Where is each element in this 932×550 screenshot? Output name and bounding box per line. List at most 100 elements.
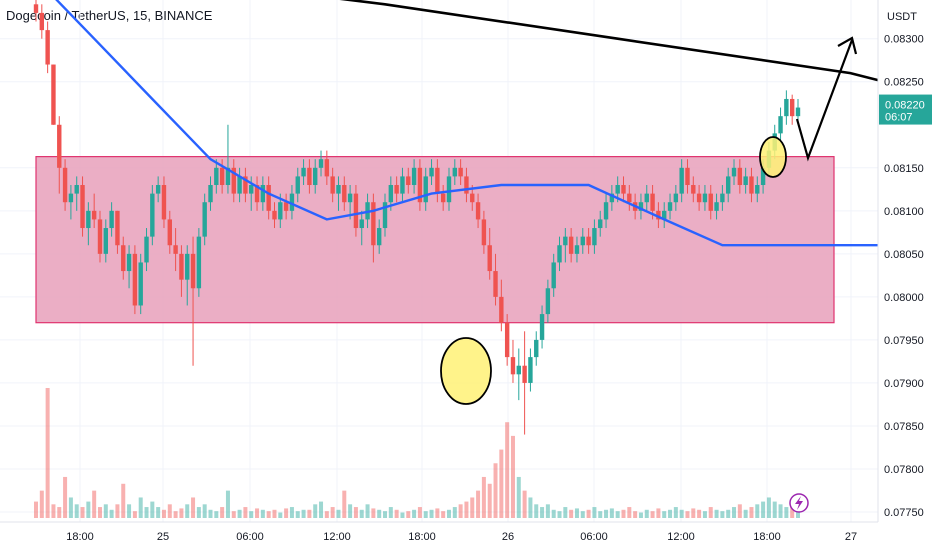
candle-body — [470, 193, 475, 203]
candle-body — [243, 176, 248, 194]
price-axis[interactable]: USDT 0.08300 0.08250 0.08150 0.08100 0.08050 0… — [877, 0, 932, 550]
volume-bar — [115, 504, 120, 518]
candle-body — [219, 167, 225, 186]
volume-bar — [97, 507, 102, 518]
candle-body — [440, 193, 446, 203]
volume-bar — [650, 511, 655, 518]
candle-body — [155, 185, 161, 194]
candle-body — [499, 296, 504, 323]
candle-body — [760, 167, 766, 186]
price-tick-label: 0.08050 — [884, 249, 924, 261]
candle-body — [609, 193, 615, 203]
projection-arrow — [795, 39, 854, 162]
volume-bar — [138, 497, 143, 518]
price-axis-background — [878, 0, 932, 550]
volume-bar — [249, 511, 254, 518]
volume-bar — [103, 504, 108, 518]
price-tick-label: 0.07950 — [884, 335, 924, 347]
candle-body — [720, 193, 725, 203]
volume-bar — [615, 511, 620, 518]
volume-bar — [580, 511, 585, 518]
volume-bar — [499, 449, 504, 518]
price-tick-label: 0.08100 — [884, 206, 924, 218]
volume-bar — [441, 511, 446, 518]
candle-body — [208, 185, 213, 203]
candle-body — [603, 202, 609, 220]
volume-bars — [34, 388, 800, 518]
candle-body — [33, 4, 39, 13]
volume-bar — [726, 509, 731, 518]
candle-body — [615, 185, 620, 194]
time-tick-label: 06:00 — [580, 531, 608, 543]
candle-body — [266, 185, 271, 211]
volume-bar — [45, 388, 50, 518]
volume-bar — [464, 501, 469, 518]
volume-bar — [412, 509, 417, 518]
volume-bar — [383, 511, 388, 518]
volume-bar — [365, 504, 370, 518]
time-tick-label: 12:00 — [667, 531, 695, 543]
volume-bar — [109, 509, 114, 518]
volume-bar — [185, 504, 190, 518]
candle-body — [167, 219, 172, 246]
candle-body — [580, 236, 585, 246]
time-tick-label: 12:00 — [323, 531, 351, 543]
volume-bar — [749, 507, 754, 518]
candle-body — [254, 185, 260, 203]
candle-body — [39, 12, 45, 31]
volume-bar — [627, 507, 632, 518]
highlight-circle-breakout — [759, 136, 787, 178]
candle-body — [330, 176, 335, 194]
projection-arrowhead — [837, 36, 858, 55]
candle-body — [97, 219, 103, 254]
candle-body — [789, 98, 795, 117]
volume-bar — [481, 476, 486, 518]
price-tick-label: 0.07850 — [884, 421, 924, 433]
time-tick-label: 18:00 — [408, 531, 436, 543]
volume-bar — [673, 507, 678, 518]
candle-body — [51, 64, 56, 125]
volume-bar — [697, 509, 702, 518]
candle-body — [324, 159, 330, 177]
volume-bar — [604, 509, 609, 518]
volume-bar — [121, 483, 126, 518]
volume-bar — [784, 507, 789, 518]
volume-bar — [621, 509, 626, 518]
volume-bar — [505, 422, 510, 518]
volume-bar — [214, 511, 219, 518]
volume-bar — [592, 507, 597, 518]
volume-bar — [540, 507, 545, 518]
candle-body — [598, 219, 603, 229]
volume-bar — [74, 504, 79, 518]
volume-bar — [231, 511, 236, 518]
candle-body — [504, 322, 510, 358]
volume-bar — [394, 509, 399, 518]
volume-bar — [330, 507, 335, 518]
candle-body — [539, 314, 545, 340]
candle-body — [522, 365, 527, 383]
candle-body — [673, 193, 679, 203]
volume-bar — [196, 507, 201, 518]
volume-bar — [557, 511, 562, 518]
time-tick-label: 06:00 — [236, 531, 264, 543]
volume-bar — [516, 476, 521, 518]
candle-body — [68, 193, 74, 203]
lightning-icon[interactable] — [789, 493, 809, 513]
volume-bar — [202, 504, 207, 518]
candle-body — [394, 185, 399, 194]
candle-body — [725, 176, 731, 194]
price-tick-label: 0.08000 — [884, 292, 924, 304]
candle-body — [150, 193, 155, 237]
volume-bar — [319, 501, 324, 518]
candle-body — [225, 167, 231, 186]
volume-bar — [191, 497, 196, 518]
volume-bar — [743, 509, 748, 518]
time-axis[interactable]: 18:00 25 06:00 12:00 18:00 26 06:00 12:00 18:00 2… — [0, 521, 932, 550]
candle-body — [650, 193, 655, 211]
volume-bar — [574, 508, 579, 518]
volume-bar — [400, 512, 405, 518]
support-resistance-zone — [35, 156, 835, 324]
volume-bar — [161, 509, 166, 518]
volume-bar — [388, 507, 393, 518]
